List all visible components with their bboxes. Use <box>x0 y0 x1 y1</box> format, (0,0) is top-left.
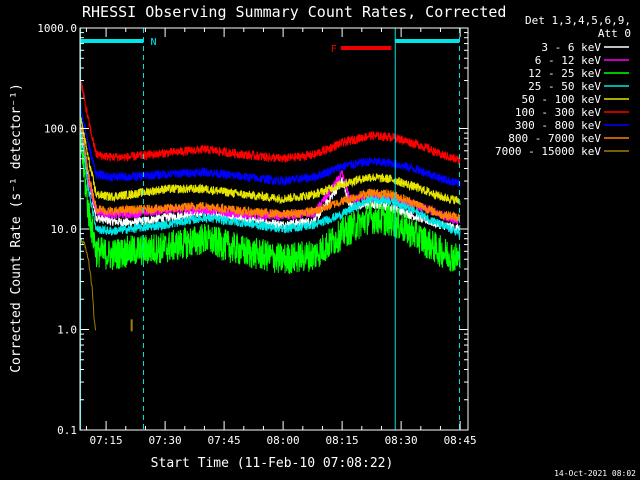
series-line-5 <box>80 117 461 206</box>
legend-label-2: 6 - 12 keV <box>535 54 602 67</box>
x-tick-label: 08:45 <box>444 434 477 447</box>
legend-header-attenuator: Att 0 <box>598 27 631 40</box>
x-tick-label: 07:30 <box>149 434 182 447</box>
series-line-8 <box>80 122 461 222</box>
flag-label-n: N <box>150 37 156 48</box>
generated-timestamp: 14-Oct-2021 08:02 <box>554 469 636 478</box>
series-line-9 <box>80 237 96 331</box>
x-tick-label: 08:00 <box>267 434 300 447</box>
y-axis-label: Corrected Count Rate (s⁻¹ detector⁻¹) <box>9 83 24 373</box>
flag-label-f: F <box>331 44 337 55</box>
series-line-7 <box>80 103 461 188</box>
legend-label-6: 100 - 300 keV <box>515 106 601 119</box>
legend-label-1: 3 - 6 keV <box>541 41 601 54</box>
y-tick-label: 1.0 <box>57 324 77 337</box>
chart-title: RHESSI Observing Summary Count Rates, Co… <box>82 3 506 21</box>
legend-label-9: 7000 - 15000 keV <box>495 145 601 158</box>
y-tick-label: 0.1 <box>57 424 77 437</box>
series-line-3 <box>80 123 461 275</box>
x-tick-label: 07:45 <box>208 434 241 447</box>
series-line-6 <box>80 76 461 165</box>
y-tick-label: 100.0 <box>44 123 77 136</box>
legend-header-detectors: Det 1,3,4,5,6,9, <box>525 14 631 27</box>
y-tick-label: 1000.0 <box>37 22 77 35</box>
legend-label-3: 12 - 25 keV <box>528 67 601 80</box>
axes: 0.1 1.0 10.0 100.0 1000.0 07:15 07:30 07:45 08:0… <box>37 22 476 447</box>
x-tick-label: 07:15 <box>90 434 123 447</box>
x-tick-label: 08:15 <box>326 434 359 447</box>
x-tick-label: 08:30 <box>385 434 418 447</box>
legend-label-4: 25 - 50 keV <box>528 80 601 93</box>
legend-label-7: 300 - 800 keV <box>515 119 601 132</box>
x-axis-label: Start Time (11-Feb-10 07:08:22) <box>151 456 394 471</box>
legend-label-8: 800 - 7000 keV <box>508 132 601 145</box>
legend-label-5: 50 - 100 keV <box>522 93 602 106</box>
y-tick-label: 10.0 <box>51 223 78 236</box>
